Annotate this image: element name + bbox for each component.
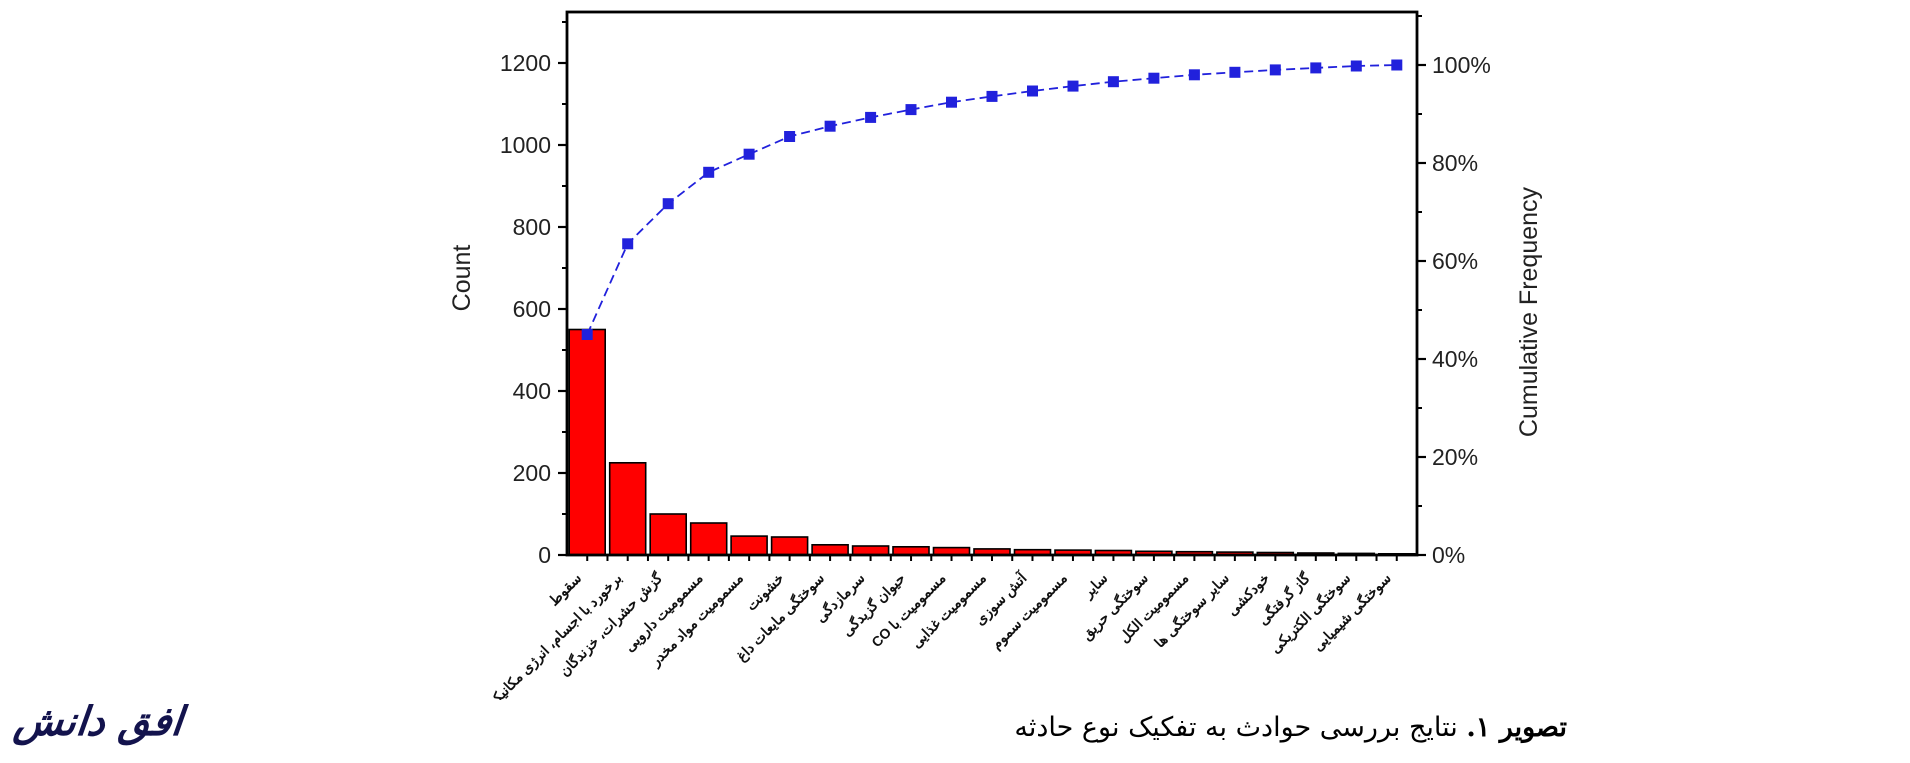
y-axis-left-title: Count [448, 245, 476, 312]
category-label: سایر سوختگی ها [1151, 570, 1233, 652]
pct-tick-label: 0% [1432, 542, 1465, 568]
cumulative-marker [824, 120, 836, 132]
bar [689, 522, 728, 556]
figure-caption-text: نتایج بررسی حوادث به تفکیک نوع حادثه [1014, 712, 1467, 743]
cumulative-marker [1310, 62, 1322, 74]
y-tick-label: 200 [513, 460, 551, 486]
category-label: سایر [1079, 570, 1111, 602]
pct-tick-label: 80% [1432, 150, 1478, 176]
pct-tick-label: 40% [1432, 346, 1478, 372]
cumulative-marker [1269, 64, 1281, 76]
y-axis-left: 0 200 400 600 800 1000 1200 Count [448, 21, 567, 568]
cumulative-marker [581, 329, 593, 340]
bar [568, 328, 607, 556]
y-tick-label: 1200 [500, 50, 551, 76]
pct-tick-label: 20% [1432, 444, 1478, 470]
y-tick-label: 1000 [500, 132, 551, 158]
cumulative-marker [622, 238, 634, 250]
y-tick-label: 800 [513, 214, 551, 240]
pareto-chart: 0 200 400 600 800 1000 1200 Count 0% 20% 40% 60% 80%… [448, 10, 1543, 700]
cumulative-marker [1027, 85, 1038, 97]
cumulative-line-path [586, 64, 1397, 335]
bar [649, 513, 688, 556]
cumulative-marker [1229, 66, 1241, 78]
y-axis-right-title: Cumulative Frequency [1515, 186, 1543, 437]
y-tick-label: 400 [513, 378, 551, 404]
bar [811, 543, 849, 556]
category-label: سوختگی شیمیایی [1310, 570, 1395, 655]
y-axis-right: 0% 20% 40% 60% 80% 100% Cumulative Frequency [1417, 15, 1543, 568]
cumulative-marker [1188, 69, 1200, 81]
cumulative-marker [1067, 80, 1079, 92]
y-tick-label: 600 [513, 296, 551, 322]
cumulative-marker [1148, 72, 1160, 84]
figure-caption: تصویر ۱. نتایج بررسی حوادث به تفکیک نوع … [1014, 712, 1567, 743]
cumulative-marker [784, 131, 796, 142]
category-label: مسمومیت سموم [988, 570, 1071, 653]
bar [608, 461, 647, 556]
cumulative-marker [905, 104, 917, 116]
figure-caption-number: تصویر ۱. [1466, 712, 1567, 743]
pct-tick-label: 100% [1432, 52, 1491, 78]
pct-tick-label: 60% [1432, 248, 1478, 274]
bars [568, 328, 1416, 556]
journal-logo: افق دانش [11, 698, 186, 745]
cumulative-marker [1107, 76, 1119, 88]
bar [770, 536, 809, 556]
cumulative-marker [1391, 59, 1403, 71]
bar [730, 535, 768, 556]
cumulative-marker [743, 148, 755, 160]
cumulative-line [581, 59, 1403, 340]
cumulative-marker [986, 90, 998, 102]
x-axis [586, 555, 1398, 561]
cumulative-marker [662, 198, 674, 210]
cumulative-marker [703, 166, 715, 178]
cumulative-marker [946, 96, 957, 108]
y-tick-label: 0 [538, 542, 551, 568]
cumulative-marker [1350, 60, 1362, 72]
cumulative-marker [865, 111, 877, 123]
